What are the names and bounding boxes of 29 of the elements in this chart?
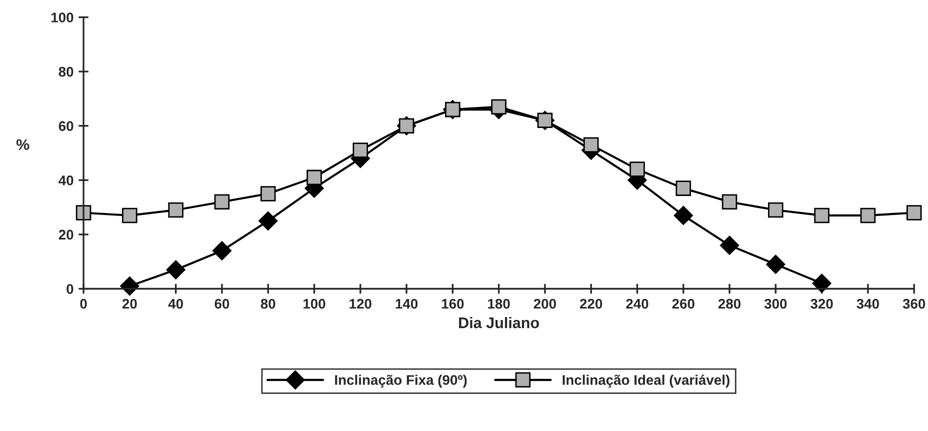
y-tick-label: 0 [66, 284, 74, 294]
y-tick-label: 80 [58, 66, 74, 77]
x-tick-label: 80 [260, 298, 276, 309]
x-tick-label: 180 [488, 298, 510, 309]
x-tick-label: 260 [672, 298, 694, 309]
x-tick-label: 280 [718, 298, 741, 309]
x-tick-label: 300 [764, 298, 787, 309]
x-tick-label: 20 [122, 298, 137, 309]
y-tick-label: 40 [58, 175, 74, 186]
x-tick-label: 100 [304, 298, 326, 309]
x-tick-label: 40 [168, 298, 183, 309]
x-axis-title: Dia Juliano [459, 316, 539, 328]
legend-label: Inclinação Ideal (variável) [562, 374, 730, 388]
x-tick-label: 200 [534, 298, 556, 309]
x-tick-label: 340 [856, 298, 879, 309]
x-tick-label: 0 [80, 298, 87, 309]
x-tick-label: 360 [902, 298, 926, 309]
y-tick-label: 100 [52, 12, 74, 22]
x-tick-label: 160 [442, 298, 464, 309]
x-tick-label: 120 [350, 298, 372, 309]
y-axis-title: % [16, 139, 30, 150]
y-tick-label: 60 [58, 121, 74, 132]
x-tick-label: 240 [626, 298, 648, 309]
x-tick-label: 320 [810, 298, 833, 309]
x-tick-label: 60 [214, 298, 230, 309]
y-tick-label: 20 [58, 230, 74, 240]
x-tick-label: 140 [396, 298, 418, 309]
x-tick-label: 220 [580, 298, 602, 309]
legend-label: Inclinação Fixa (90º) [335, 374, 467, 388]
